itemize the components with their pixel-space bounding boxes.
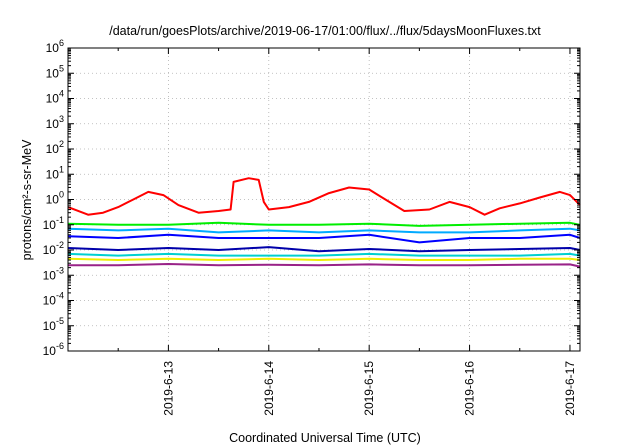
x-tick-label: 2019-6-15 xyxy=(362,361,376,416)
y-tick-label: 101 xyxy=(46,164,64,181)
y-axis-label: protons/cm²-s-sr-MeV xyxy=(20,139,34,261)
y-tick-label: 104 xyxy=(46,89,64,106)
series-line-7 xyxy=(67,257,581,261)
x-axis-label: Coordinated Universal Time (UTC) xyxy=(229,431,421,445)
y-tick-label: 10-3 xyxy=(43,265,64,282)
x-tick-label: 2019-6-13 xyxy=(161,361,175,416)
series-line-8 xyxy=(68,263,581,268)
x-tick-label: 2019-6-16 xyxy=(463,361,477,416)
x-tick-label: 2019-6-14 xyxy=(262,361,276,416)
grid xyxy=(68,48,580,351)
series-group xyxy=(67,177,581,268)
y-tick-label: 10-6 xyxy=(43,341,64,358)
y-tick-labels: 10-6 10-5 10-4 10-3 10-2 10-1 100 101 102 103 104 1… xyxy=(43,38,64,358)
y-tick-label: 102 xyxy=(46,139,64,156)
y-tick-label: 105 xyxy=(46,63,64,80)
series-line-6 xyxy=(67,252,581,257)
y-tick-label: 100 xyxy=(46,190,64,207)
series-line-5 xyxy=(67,246,581,253)
series-line-4 xyxy=(67,233,581,244)
y-tick-label: 10-5 xyxy=(43,316,64,333)
x-tick-labels: 2019-6-13 2019-6-14 2019-6-15 2019-6-16 2019… xyxy=(161,361,577,416)
chart-title: /data/run/goesPlots/archive/2019-06-17/0… xyxy=(109,24,541,38)
y-tick-label: 10-2 xyxy=(43,240,64,257)
ticks xyxy=(68,47,580,352)
y-tick-label: 106 xyxy=(46,38,64,55)
series-line-1 xyxy=(67,177,581,216)
x-tick-label: 2019-6-17 xyxy=(563,361,577,416)
y-tick-label: 103 xyxy=(46,114,64,131)
y-tick-label: 10-1 xyxy=(43,215,64,232)
y-tick-label: 10-4 xyxy=(43,291,64,308)
series-line-3 xyxy=(67,227,581,234)
series-line-2 xyxy=(67,221,581,227)
